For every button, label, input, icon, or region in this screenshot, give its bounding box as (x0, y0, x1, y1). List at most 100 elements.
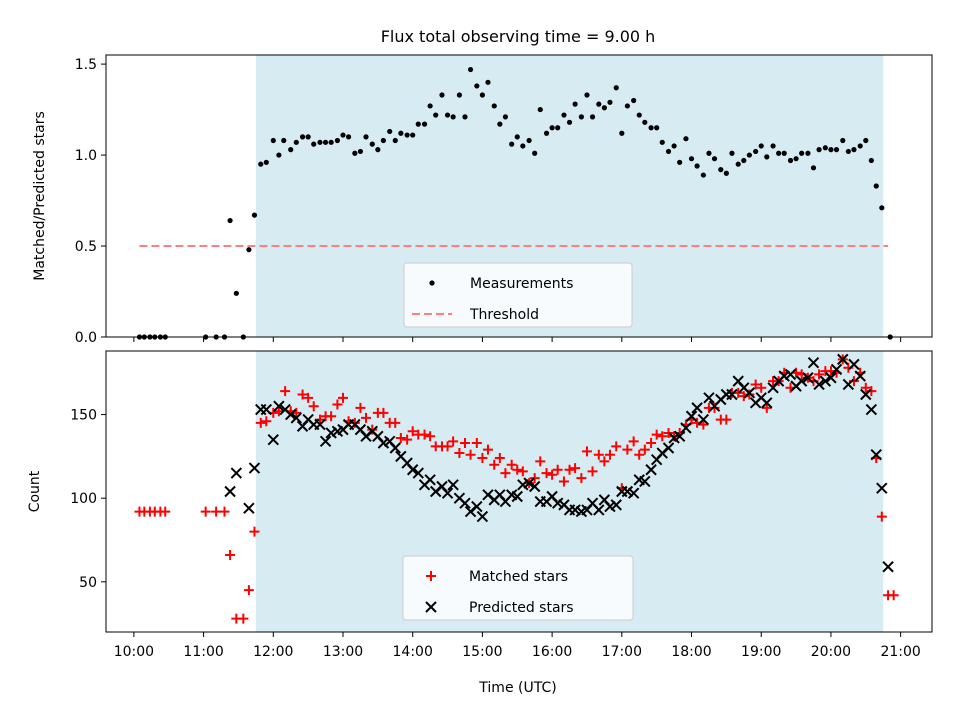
data-point (511, 490, 523, 503)
data-point (360, 412, 371, 423)
data-point (281, 137, 287, 144)
data-point (743, 387, 756, 399)
data-point (224, 485, 236, 498)
data-point (781, 150, 787, 156)
legend-entry: Measurements (429, 276, 573, 292)
data-point (273, 400, 285, 412)
data-point (726, 388, 738, 401)
data-point (776, 150, 782, 156)
data-point (876, 482, 888, 494)
data-point (807, 357, 820, 369)
data-point (593, 449, 604, 460)
data-point (402, 434, 413, 445)
data-point (593, 504, 605, 516)
data-point (424, 474, 436, 486)
data-point (442, 441, 453, 452)
data-point (314, 418, 326, 431)
data-point (249, 526, 260, 537)
data-point (851, 147, 857, 153)
data-point (270, 137, 276, 144)
data-point (840, 137, 846, 144)
x-tick-label: 19:00 (741, 644, 781, 660)
data-point (865, 403, 878, 416)
data-point (795, 375, 808, 387)
data-point (263, 159, 269, 165)
data-point (412, 467, 424, 479)
data-point (868, 157, 874, 164)
data-point (636, 112, 642, 118)
data-point (700, 172, 706, 178)
data-point (787, 157, 794, 164)
data-point (564, 464, 575, 475)
legend: Matched stars Predicted stars (402, 555, 634, 621)
data-point (444, 112, 451, 118)
data-point (610, 499, 622, 511)
data-point (267, 433, 279, 446)
x-tick-label: 14:00 (393, 644, 433, 660)
data-point (260, 403, 273, 416)
data-point (491, 103, 497, 109)
data-point (860, 382, 871, 393)
data-point (669, 431, 680, 442)
data-point (735, 161, 741, 167)
y-tick-label: 150 (70, 408, 97, 424)
data-point (529, 473, 540, 484)
data-point (251, 212, 258, 218)
data-point (433, 112, 439, 118)
x-tick-label: 11:00 (183, 644, 223, 660)
y-tick-label: 1.5 (75, 57, 97, 73)
data-point (756, 382, 767, 393)
data-point (802, 372, 814, 384)
data-point (332, 399, 343, 410)
data-point (471, 437, 482, 448)
data-point (642, 119, 648, 125)
data-point (814, 369, 825, 380)
data-point (243, 585, 254, 596)
y-axis-label: Count (27, 470, 43, 512)
data-point (673, 430, 686, 443)
data-point (876, 511, 887, 522)
data-point (219, 506, 230, 517)
data-point (233, 290, 239, 296)
data-point (561, 112, 567, 118)
data-point (230, 467, 243, 479)
data-point (465, 449, 476, 460)
data-point (528, 480, 541, 493)
data-point (863, 137, 869, 144)
legend-box (403, 262, 633, 328)
data-point (369, 141, 375, 147)
data-point (334, 137, 341, 144)
legend-label: Threshold (469, 307, 539, 323)
data-point (456, 92, 463, 98)
data-point (500, 468, 511, 479)
data-point (805, 150, 811, 156)
y-tick-label: 0.0 (75, 330, 97, 346)
data-point (261, 416, 272, 427)
data-point (822, 145, 828, 151)
data-point (439, 92, 445, 98)
data-point (870, 448, 882, 461)
data-point (288, 147, 294, 153)
data-point (729, 150, 735, 156)
data-point (523, 477, 535, 489)
data-point (462, 114, 468, 120)
y-tick-label: 50 (79, 575, 97, 591)
data-point (285, 408, 297, 421)
data-point (624, 103, 630, 109)
data-point (709, 402, 720, 413)
data-point (447, 479, 459, 491)
data-point (671, 143, 677, 149)
data-point (813, 378, 825, 391)
data-point (308, 401, 319, 412)
data-point (471, 500, 483, 513)
legend-label: Measurements (470, 276, 573, 292)
data-point (761, 402, 772, 413)
data-point (703, 392, 715, 404)
data-point (578, 114, 584, 120)
data-point (718, 167, 724, 173)
data-point (340, 132, 346, 138)
data-point (450, 114, 456, 120)
data-point (691, 402, 703, 414)
data-point (857, 143, 863, 149)
